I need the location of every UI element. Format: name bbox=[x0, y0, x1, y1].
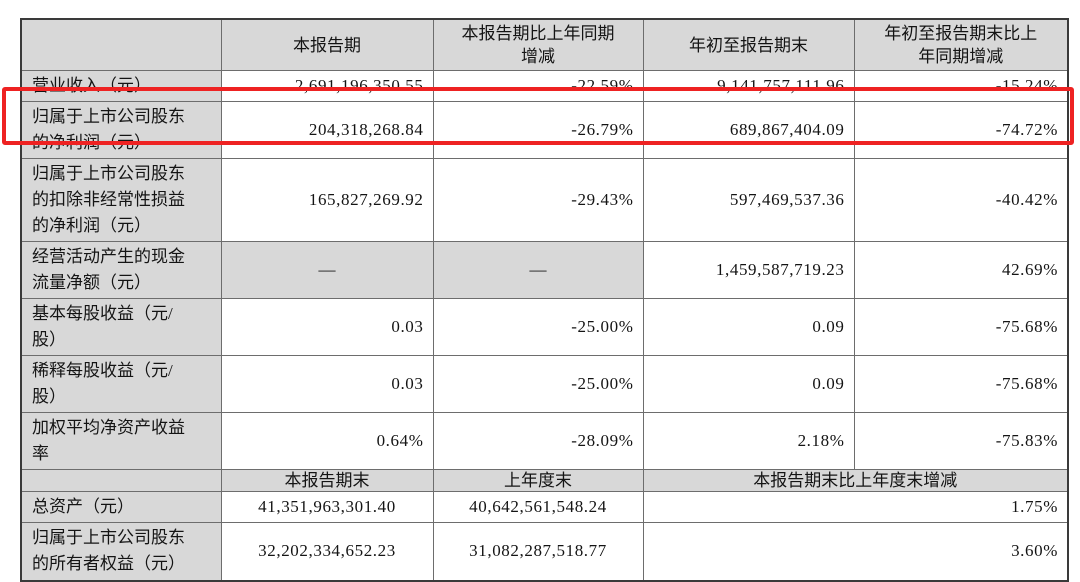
cell-current-change: -29.43% bbox=[432, 158, 644, 242]
cell-ytd-change: -15.24% bbox=[853, 70, 1069, 102]
cell-prior-year-end: 40,642,561,548.24 bbox=[432, 491, 644, 523]
cell-current: 0.03 bbox=[220, 298, 434, 356]
cell-ytd: 0.09 bbox=[642, 298, 855, 356]
cell-current-change: -28.09% bbox=[432, 412, 644, 470]
bottom-header-blank-cell bbox=[20, 469, 222, 492]
bottom-header-row: 本报告期末 上年度末 本报告期末比上年度末增减 bbox=[20, 469, 1069, 492]
financial-summary-table: 本报告期 本报告期比上年同期 增减 年初至报告期末 年初至报告期末比上 年同期增… bbox=[20, 18, 1069, 582]
cell-current-change-na: — bbox=[432, 241, 644, 299]
cell-ytd-change: -75.83% bbox=[853, 412, 1069, 470]
cell-current: 165,827,269.92 bbox=[220, 158, 434, 242]
row-total-assets: 总资产（元） 41,351,963,301.40 40,642,561,548.… bbox=[20, 491, 1069, 523]
cell-current-change: -25.00% bbox=[432, 355, 644, 413]
row-equity-attributable: 归属于上市公司股东 的所有者权益（元） 32,202,334,652.23 31… bbox=[20, 522, 1069, 581]
row-operating-cash-flow: 经营活动产生的现金 流量净额（元） — — 1,459,587,719.23 4… bbox=[20, 241, 1069, 299]
cell-ytd-change: -75.68% bbox=[853, 355, 1069, 413]
top-header-current-period: 本报告期 bbox=[220, 18, 434, 71]
row-label: 归属于上市公司股东 的扣除非经常性损益 的净利润（元） bbox=[20, 158, 222, 242]
cell-ytd: 2.18% bbox=[642, 412, 855, 470]
top-header-ytd: 年初至报告期末 bbox=[642, 18, 855, 71]
cell-ytd-change: -75.68% bbox=[853, 298, 1069, 356]
cell-current-change: -22.59% bbox=[432, 70, 644, 102]
row-label: 归属于上市公司股东 的所有者权益（元） bbox=[20, 522, 222, 581]
bottom-header-prior-year-end: 上年度末 bbox=[432, 469, 644, 492]
cell-current: 0.64% bbox=[220, 412, 434, 470]
row-diluted-eps: 稀释每股收益（元/ 股） 0.03 -25.00% 0.09 -75.68% bbox=[20, 355, 1069, 413]
cell-prior-year-end: 31,082,287,518.77 bbox=[432, 522, 644, 581]
cell-ytd: 9,141,757,111.96 bbox=[642, 70, 855, 102]
cell-change: 3.60% bbox=[642, 522, 1069, 581]
row-net-profit-attributable: 归属于上市公司股东 的净利润（元） 204,318,268.84 -26.79%… bbox=[20, 101, 1069, 159]
row-operating-revenue: 营业收入（元） 2,691,196,350.55 -22.59% 9,141,7… bbox=[20, 70, 1069, 102]
cell-period-end: 32,202,334,652.23 bbox=[220, 522, 434, 581]
cell-ytd: 689,867,404.09 bbox=[642, 101, 855, 159]
cell-current-change: -26.79% bbox=[432, 101, 644, 159]
top-header-current-vs-prior: 本报告期比上年同期 增减 bbox=[432, 18, 644, 71]
top-header-ytd-vs-prior: 年初至报告期末比上 年同期增减 bbox=[853, 18, 1069, 71]
cell-ytd: 0.09 bbox=[642, 355, 855, 413]
bottom-header-period-end: 本报告期末 bbox=[220, 469, 434, 492]
row-label: 经营活动产生的现金 流量净额（元） bbox=[20, 241, 222, 299]
cell-current-change: -25.00% bbox=[432, 298, 644, 356]
row-weighted-avg-roe: 加权平均净资产收益 率 0.64% -28.09% 2.18% -75.83% bbox=[20, 412, 1069, 470]
cell-ytd: 597,469,537.36 bbox=[642, 158, 855, 242]
cell-ytd-change: 42.69% bbox=[853, 241, 1069, 299]
row-label: 稀释每股收益（元/ 股） bbox=[20, 355, 222, 413]
top-header-blank-cell bbox=[20, 18, 222, 71]
cell-current: 2,691,196,350.55 bbox=[220, 70, 434, 102]
cell-ytd: 1,459,587,719.23 bbox=[642, 241, 855, 299]
cell-period-end: 41,351,963,301.40 bbox=[220, 491, 434, 523]
cell-current: 0.03 bbox=[220, 355, 434, 413]
cell-ytd-change: -40.42% bbox=[853, 158, 1069, 242]
row-basic-eps: 基本每股收益（元/ 股） 0.03 -25.00% 0.09 -75.68% bbox=[20, 298, 1069, 356]
row-label: 基本每股收益（元/ 股） bbox=[20, 298, 222, 356]
cell-current-na: — bbox=[220, 241, 434, 299]
row-label: 营业收入（元） bbox=[20, 70, 222, 102]
top-header-row: 本报告期 本报告期比上年同期 增减 年初至报告期末 年初至报告期末比上 年同期增… bbox=[20, 18, 1069, 71]
row-label: 归属于上市公司股东 的净利润（元） bbox=[20, 101, 222, 159]
cell-change: 1.75% bbox=[642, 491, 1069, 523]
cell-ytd-change: -74.72% bbox=[853, 101, 1069, 159]
row-net-profit-excl-nonrecurring: 归属于上市公司股东 的扣除非经常性损益 的净利润（元） 165,827,269.… bbox=[20, 158, 1069, 242]
cell-current: 204,318,268.84 bbox=[220, 101, 434, 159]
row-label: 总资产（元） bbox=[20, 491, 222, 523]
financial-report-page: 本报告期 本报告期比上年同期 增减 年初至报告期末 年初至报告期末比上 年同期增… bbox=[2, 18, 1074, 582]
bottom-header-period-end-vs-prior: 本报告期末比上年度末增减 bbox=[642, 469, 1069, 492]
row-label: 加权平均净资产收益 率 bbox=[20, 412, 222, 470]
